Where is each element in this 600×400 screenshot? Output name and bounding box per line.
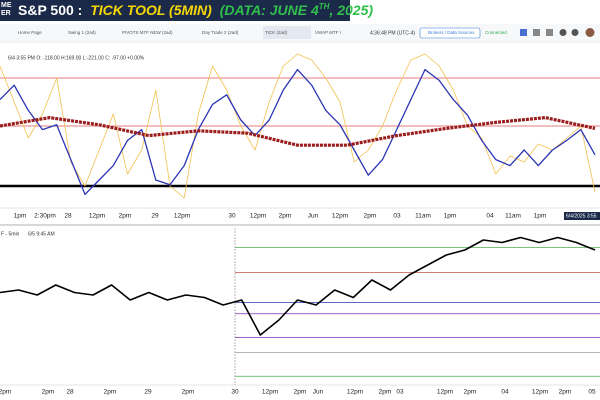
x-tick-label: 2pm [119, 213, 132, 220]
series-line [0, 68, 596, 196]
x-tick-label: 28 [64, 213, 72, 220]
clock: 4:36:48 PM (UTC-4) [370, 30, 415, 36]
icon[interactable] [520, 29, 527, 36]
x-tick-label: 2pm [42, 389, 55, 396]
brokers-label: Brokers / Data Sources [428, 30, 475, 35]
title-main: S&P 500 : [18, 2, 82, 18]
tab-label: Swing 1 (2ad) [68, 30, 96, 35]
x-tick-label: Jun [308, 213, 319, 220]
x-tick-label: 30 [231, 389, 239, 396]
x-tick-label: 12pm [262, 389, 278, 396]
x-tick-label: 1pm [14, 213, 27, 220]
x-tick-label: 1pm [444, 213, 457, 220]
x-tick-label: 04 [486, 213, 494, 220]
title-sup: TH [319, 2, 330, 11]
series-line [0, 236, 596, 336]
series-line [0, 53, 596, 199]
x-tick-label: 03 [393, 213, 401, 220]
logo: ER [1, 10, 11, 17]
brokers-button[interactable] [419, 27, 481, 39]
icon[interactable] [533, 29, 540, 36]
x-tick-label: 2pm [559, 389, 572, 396]
tab-label: TICK (2ad) [265, 30, 288, 35]
x-tick-label: 2:30pm [34, 213, 56, 220]
x-tick-label: 2pm [294, 389, 307, 396]
avatar[interactable] [585, 28, 595, 37]
x-tick-label: 2pm [279, 213, 292, 220]
x-tick-label: 2pm [364, 213, 377, 220]
toolbar-icons [520, 28, 595, 37]
x-tick-label: 1pm [534, 213, 547, 220]
x-tick-label: 12pm [174, 213, 190, 220]
series-line [0, 116, 596, 147]
x-tick-label: 12pm [532, 389, 548, 396]
x-tick-label: 2pm [464, 389, 477, 396]
tabs: Home Page Swing 1 (2ad) PIVOTS MTF NEW (2a… [18, 26, 341, 39]
x-tick-label: 11am [415, 213, 431, 220]
cursor-box [564, 212, 600, 220]
title: S&P 500 : TICK TOOL (5MIN) (DATA: JUNE 4… [18, 2, 373, 18]
x-tick-label: 2pm [379, 389, 392, 396]
x-tick-label: 2pm [182, 389, 195, 396]
tab-label: Day Trade 2 (2ad) [202, 30, 239, 35]
x-tick-label: 04 [501, 389, 509, 396]
logo: ME [1, 2, 12, 9]
cursor-label: 6/4/2025 3:55 [566, 213, 597, 219]
x-tick-label: 12pm [437, 389, 453, 396]
banner [0, 0, 350, 21]
x-tick-label: 29 [144, 389, 152, 396]
x-tick-label: 12pm [89, 213, 105, 220]
x-tick-label: 03 [396, 389, 404, 396]
tab[interactable] [263, 26, 311, 39]
x-tick-label: 2pm [0, 389, 11, 396]
status: Connected [485, 30, 507, 35]
icon[interactable] [546, 29, 553, 36]
x-tick-label: 12pm [347, 389, 363, 396]
icon[interactable] [559, 29, 567, 36]
x-tick-label: 28 [66, 389, 74, 396]
title-year: , 2025) [328, 2, 373, 18]
x-tick-label: 11am [505, 213, 521, 220]
x-tick-label: 12pm [332, 213, 348, 220]
tab-label: PIVOTS MTF NEW (2ad) [122, 30, 173, 35]
chart-time: 6/5 9:45 AM [28, 231, 55, 237]
title-tool: TICK TOOL (5MIN) [90, 2, 212, 18]
x-tick-label: Jun [313, 389, 324, 396]
x-tick-label: 2pm [104, 389, 117, 396]
x-tick-label: 30 [228, 213, 236, 220]
x-tick-label: 05 [588, 389, 596, 396]
tab-label: VWAP MTF I [315, 30, 341, 35]
x-tick-label: 29 [151, 213, 159, 220]
icon[interactable] [571, 29, 579, 36]
tab-label: Home Page [18, 30, 42, 35]
x-tick-label: 12pm [250, 213, 266, 220]
title-data: (DATA: JUNE 4 [220, 2, 319, 18]
chart-info: 6/4 3:55 PM O: -118.00 H:169.00 L:-221.0… [8, 55, 145, 61]
chart-info: F - 5min [1, 231, 20, 237]
